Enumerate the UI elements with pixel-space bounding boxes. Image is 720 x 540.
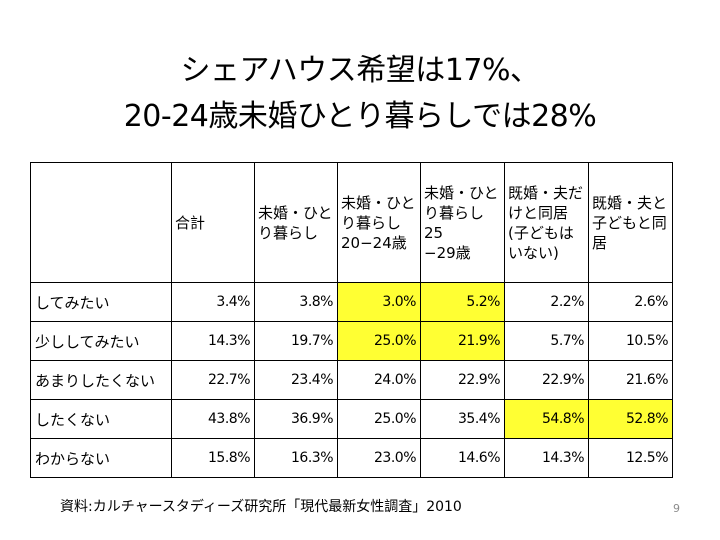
column-header-line: けと同居 [508,203,569,222]
row-label: したくない [30,399,172,439]
table-cell: 3.0% [337,282,421,322]
table-cell: 2.2% [504,282,589,322]
table-row: したくない 43.8% 36.9% 25.0% 35.4% 54.8% 52.8… [30,399,673,439]
column-header: 既婚・夫と 子どもと同居 [588,162,673,283]
column-header: 未婚・ひと り暮らし25 −29歳 [420,162,505,283]
table-cell: 35.4% [420,399,505,439]
column-header-line: り暮らし25 [424,203,485,242]
title-line-1: シェアハウス希望は17%、 [180,53,540,88]
title-line-2: 20-24歳未婚ひとり暮らしでは28% [123,99,597,134]
survey-table: 合計 未婚・ひと り暮らし 未婚・ひと り暮らし 20−24歳 未婚・ひと り暮らし25… [30,162,673,478]
slide-title: シェアハウス希望は17%、 20-24歳未婚ひとり暮らしでは28% [0,48,720,140]
table-cell: 5.7% [504,321,589,361]
column-header-line: 既婚・夫と [592,193,668,212]
table-cell: 22.7% [171,360,255,400]
table-cell: 14.3% [171,321,255,361]
row-label: あまりしたくない [30,360,172,400]
column-header-line: いない) [508,243,559,262]
column-header-line: (子どもは [508,223,574,242]
column-header-line: 未婚・ひと [341,193,416,212]
column-header-line: 子どもと同 [592,213,667,232]
table-cell: 25.0% [337,399,421,439]
column-header-line: 既婚・夫だ [508,183,584,202]
column-header-line: り暮らし [341,213,402,232]
column-header: 未婚・ひと り暮らし 20−24歳 [337,162,421,283]
source-note: 資料:カルチャースタディーズ研究所「現代最新女性調査」2010 [60,499,462,515]
column-header: 既婚・夫だ けと同居 (子どもは いない) [504,162,589,283]
table-cell: 14.3% [504,438,589,478]
table-row: あまりしたくない 22.7% 23.4% 24.0% 22.9% 22.9% 2… [30,360,673,400]
table-row: 少ししてみたい 14.3% 19.7% 25.0% 21.9% 5.7% 10.… [30,321,673,361]
table-header-row: 合計 未婚・ひと り暮らし 未婚・ひと り暮らし 20−24歳 未婚・ひと り暮らし25… [30,162,673,283]
table-row: してみたい 3.4% 3.8% 3.0% 5.2% 2.2% 2.6% [30,282,673,322]
table-cell: 23.4% [254,360,338,400]
table-cell: 3.8% [254,282,338,322]
column-header-line: 居 [592,233,608,252]
row-label: わからない [30,438,172,478]
table-corner-cell [30,162,172,283]
table-cell: 22.9% [504,360,589,400]
row-label: してみたい [30,282,172,322]
table-cell: 24.0% [337,360,421,400]
table-cell: 36.9% [254,399,338,439]
column-header-line: 未婚・ひと [258,203,333,222]
column-header: 合計 [171,162,255,283]
table-cell: 54.8% [504,399,589,439]
table-row: わからない 15.8% 16.3% 23.0% 14.6% 14.3% 12.5… [30,438,673,478]
table-cell: 15.8% [171,438,255,478]
column-header: 未婚・ひと り暮らし [254,162,338,283]
table-cell: 25.0% [337,321,421,361]
table-cell: 19.7% [254,321,338,361]
column-header-line: 合計 [175,213,206,232]
column-header-line: 20−24歳 [341,233,407,252]
table-cell: 12.5% [588,438,673,478]
table-cell: 43.8% [171,399,255,439]
row-label: 少ししてみたい [30,321,172,361]
table-cell: 21.9% [420,321,505,361]
table-cell: 16.3% [254,438,338,478]
table-cell: 21.6% [588,360,673,400]
table-cell: 52.8% [588,399,673,439]
table-cell: 23.0% [337,438,421,478]
column-header-line: り暮らし [258,223,319,242]
table-cell: 3.4% [171,282,255,322]
column-header-line: −29歳 [424,243,471,262]
column-header-line: 未婚・ひと [424,183,499,202]
table-cell: 22.9% [420,360,505,400]
table-cell: 10.5% [588,321,673,361]
table-cell: 14.6% [420,438,505,478]
page-number: 9 [673,502,680,515]
table-cell: 5.2% [420,282,505,322]
table-cell: 2.6% [588,282,673,322]
